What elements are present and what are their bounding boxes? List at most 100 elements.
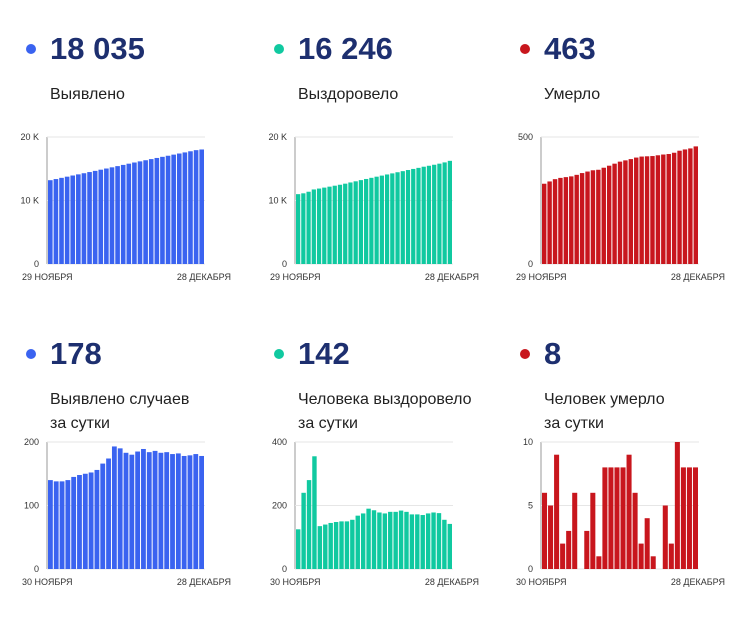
bar [181,455,187,569]
y-tick-label: 0 [34,564,39,574]
y-tick-label: 10 K [20,196,39,206]
bar [601,167,606,264]
stat-label: за сутки [50,415,110,432]
x-start-label: 30 НОЯБРЯ [516,577,567,587]
bar [87,172,92,264]
bar [569,176,574,264]
bar [312,456,317,569]
bar [688,148,693,264]
legend-dot-icon [520,44,530,54]
bar [327,186,332,264]
bar [650,556,656,569]
bar [421,166,426,264]
bar [120,164,126,264]
bar [111,446,117,569]
bar [432,164,437,264]
bar-chart: 0 100 200 30 НОЯБРЯ 28 ДЕКАБРЯ [22,437,231,587]
bar [170,454,175,569]
bar [608,467,614,569]
stat-value: 142 [298,336,350,371]
bar [579,173,585,264]
bar [64,176,70,264]
legend-dot-icon [26,44,36,54]
bar [164,452,170,569]
bar [100,463,106,569]
bar [65,480,71,569]
bar [333,522,339,569]
bar [59,481,65,569]
bar [661,154,666,264]
bar [358,180,364,264]
x-start-label: 30 НОЯБРЯ [270,577,321,587]
bar [574,174,579,264]
bar [366,508,371,569]
panel-daily-deaths: 8 Человек умерло за сутки 0 5 10 30 НОЯБРЯ 28 Д… [516,305,735,605]
bar [92,170,98,264]
y-tick-label: 5 [528,501,533,511]
legend-dot-icon [274,349,284,359]
bar [132,162,137,264]
bar [106,458,111,569]
bar [680,467,686,569]
bar [48,180,53,264]
stat-value: 16 246 [298,31,393,66]
stat-value: 178 [50,336,102,371]
y-tick-label: 200 [24,437,39,447]
stat-value: 18 035 [50,31,145,66]
y-tick-label: 500 [518,132,533,142]
bar [395,172,400,264]
bar-chart: 0 10 K 20 K 29 НОЯБРЯ 28 ДЕКАБРЯ [20,132,231,282]
bar [316,188,322,264]
y-tick-label: 100 [24,501,39,511]
bar [339,521,344,569]
bar [420,515,425,569]
bar-chart: 0 10 K 20 K 29 НОЯБРЯ 28 ДЕКАБРЯ [268,132,479,282]
x-end-label: 28 ДЕКАБРЯ [671,272,725,282]
bar [109,167,115,264]
bar [404,511,409,569]
bar [379,175,384,264]
y-tick-label: 400 [272,437,287,447]
bar [437,163,442,264]
x-start-label: 29 НОЯБРЯ [270,272,321,282]
bar [129,454,135,569]
stat-label: Выздоровело [298,86,399,103]
bar [585,171,590,264]
bar [655,155,661,264]
bar [612,163,617,264]
bar [188,151,193,264]
bar [360,513,366,569]
bar [175,453,181,569]
bar [53,179,59,264]
legend-dot-icon [26,349,36,359]
stat-label: Человек умерло [544,391,665,408]
y-tick-label: 0 [528,564,533,574]
bar [384,174,390,264]
bar [662,505,668,569]
stat-label: Выявлено [50,86,125,103]
bar [382,513,388,569]
bar [332,185,337,264]
panel-total-recovered: 16 246 Выздоровело 0 10 K 20 K 29 НОЯБРЯ 28 ДЕ… [268,0,505,300]
legend-dot-icon [520,349,530,359]
y-tick-label: 0 [34,259,39,269]
x-start-label: 29 НОЯБРЯ [22,272,73,282]
bar [634,157,639,264]
bar [199,455,204,569]
bar [563,177,569,264]
y-tick-label: 10 [523,437,533,447]
bar [447,523,452,569]
bar [115,166,120,264]
bar [187,455,193,569]
bar [70,175,76,264]
bar-chart: 0 500 29 НОЯБРЯ 28 ДЕКАБРЯ [516,132,725,282]
bar [104,168,109,264]
bar [596,556,602,569]
bar [547,181,552,264]
bar [632,492,638,569]
bar [602,467,608,569]
panel-total-cases: 18 035 Выявлено 0 10 K 20 K 29 НОЯБРЯ 28 ДЕКАБ… [20,0,257,300]
bar [343,183,348,264]
bar [377,512,382,569]
bar [81,173,87,264]
